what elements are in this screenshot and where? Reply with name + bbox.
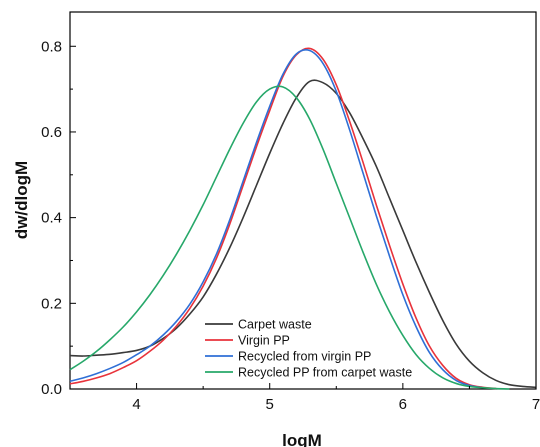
y-tick-label: 0.6 <box>41 124 62 141</box>
y-axis-ticks: 0.0 0.2 0.4 0.6 0.8 <box>41 38 76 398</box>
y-tick-label: 0.8 <box>41 38 62 55</box>
plot-frame <box>69 11 537 390</box>
x-tick-label: 5 <box>266 396 274 413</box>
x-tick-label: 7 <box>532 396 540 413</box>
legend: Carpet waste Virgin PP Recycled from virgi… <box>205 318 412 380</box>
y-tick-label: 0.2 <box>41 295 62 312</box>
legend-label: Carpet waste <box>238 318 312 332</box>
y-tick-label: 0.4 <box>41 210 62 227</box>
series-line-4 <box>69 85 510 390</box>
plot-area: 4 5 6 7 0.0 0.2 0.4 0.6 0.8 <box>41 11 540 413</box>
x-tick-label: 4 <box>132 396 140 413</box>
series-lines <box>69 47 537 390</box>
y-axis-title: dw/dlogM <box>12 161 31 239</box>
x-axis-ticks: 4 5 6 7 <box>69 383 540 413</box>
series-line-2 <box>69 47 497 390</box>
y-tick-label: 0.0 <box>41 381 62 398</box>
legend-label: Recycled from virgin PP <box>238 350 371 364</box>
legend-label: Virgin PP <box>238 334 290 348</box>
x-axis-title: logM <box>282 431 322 447</box>
legend-label: Recycled PP from carpet waste <box>238 366 412 380</box>
series-line-3 <box>69 49 483 389</box>
x-tick-label: 6 <box>399 396 407 413</box>
series-line-1 <box>69 79 537 389</box>
